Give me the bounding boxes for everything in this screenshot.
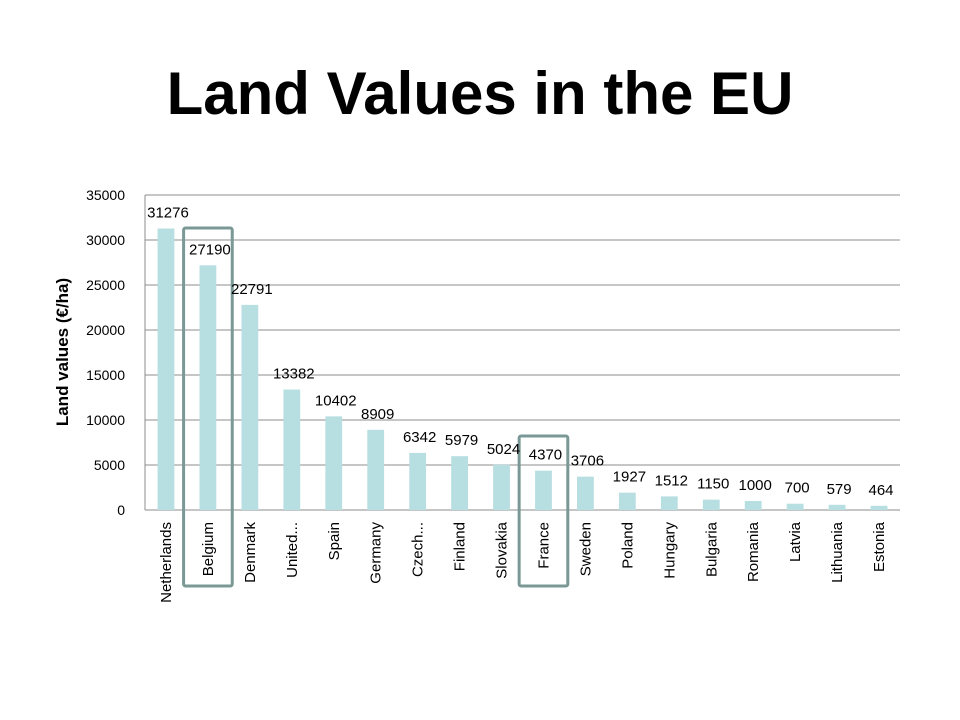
x-tick-label: United... [284,522,301,578]
x-tick-label: France [535,522,552,569]
data-label: 464 [869,482,894,499]
x-tick-label: Slovakia [494,521,511,578]
bar [409,452,427,510]
data-label: 1927 [613,469,646,486]
x-tick-label: Finland [452,522,469,571]
data-label: 22791 [231,281,273,298]
y-tick-label: 15000 [86,367,125,383]
bar [660,496,678,510]
data-label: 13382 [273,366,315,383]
data-label: 700 [785,480,810,497]
x-tick-label: Romania [745,521,762,582]
data-label: 6342 [403,429,436,446]
bar [451,456,468,510]
gridlines [144,194,900,511]
x-tick-label: Sweden [577,522,594,576]
data-label: 5024 [487,441,520,458]
bar [618,492,636,510]
data-label: 31276 [147,205,189,222]
bar [493,464,510,510]
data-label: 27190 [189,241,231,258]
data-label: 579 [827,481,852,498]
y-tick-label: 20000 [86,322,125,338]
y-axis-title: Land values (€/ha) [53,278,72,426]
y-tick-label: 5000 [94,457,125,473]
bar [828,504,846,510]
x-tick-label: Hungary [661,522,678,579]
bar [786,503,804,510]
bar [325,416,343,510]
bar [199,265,217,510]
bar [241,304,259,510]
y-tick-label: 10000 [86,412,125,428]
data-label: 1150 [697,476,729,493]
data-label: 5979 [445,432,478,449]
x-tick-label: Latvia [787,521,804,562]
x-tick-label: Estonia [871,521,888,572]
slide-title: Land Values in the EU [166,60,794,127]
bar [283,389,301,510]
highlight-box [517,434,570,588]
highlight-box [182,226,234,588]
data-label: 10402 [315,392,357,409]
x-tick-label: Netherlands [158,522,175,603]
x-tick-label: Belgium [200,522,217,576]
x-tick-label: Germany [368,522,385,584]
y-tick-label: 0 [117,502,125,518]
x-tick-label: Bulgaria [703,521,720,577]
y-tick-label: 30000 [86,232,125,248]
y-tick-label: 25000 [86,277,125,293]
data-label: 3706 [571,453,604,470]
x-tick-label: Denmark [242,522,259,583]
bars [157,228,888,511]
bar [535,470,552,510]
x-tick-label: Lithuania [829,521,846,583]
data-label: 8909 [361,406,394,423]
bar [870,505,888,510]
data-label: 1512 [655,472,688,489]
highlight-boxes [182,226,570,588]
bar [157,228,175,511]
axis-ticks: 0 5000 10000 15000 20000 25000 30000 35000 Nethe… [86,187,888,603]
bar [367,429,385,510]
x-tick-label: Czech... [410,522,427,577]
y-tick-label: 35000 [86,187,125,203]
bar [702,499,720,510]
bar [744,501,762,510]
data-label: 4370 [529,447,562,464]
data-label: 1000 [739,477,772,494]
bar [577,476,594,510]
x-tick-label: Spain [326,522,343,560]
x-tick-label: Poland [619,522,636,569]
